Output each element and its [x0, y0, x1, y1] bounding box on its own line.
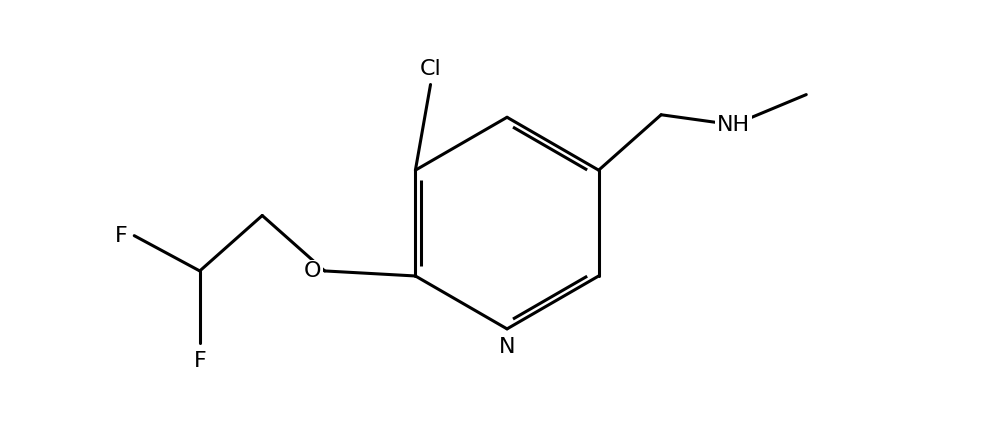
- Text: Cl: Cl: [419, 60, 441, 80]
- Text: O: O: [304, 261, 321, 281]
- Text: F: F: [114, 226, 127, 246]
- Text: F: F: [194, 351, 206, 371]
- Text: N: N: [498, 337, 515, 357]
- Text: NH: NH: [716, 115, 749, 135]
